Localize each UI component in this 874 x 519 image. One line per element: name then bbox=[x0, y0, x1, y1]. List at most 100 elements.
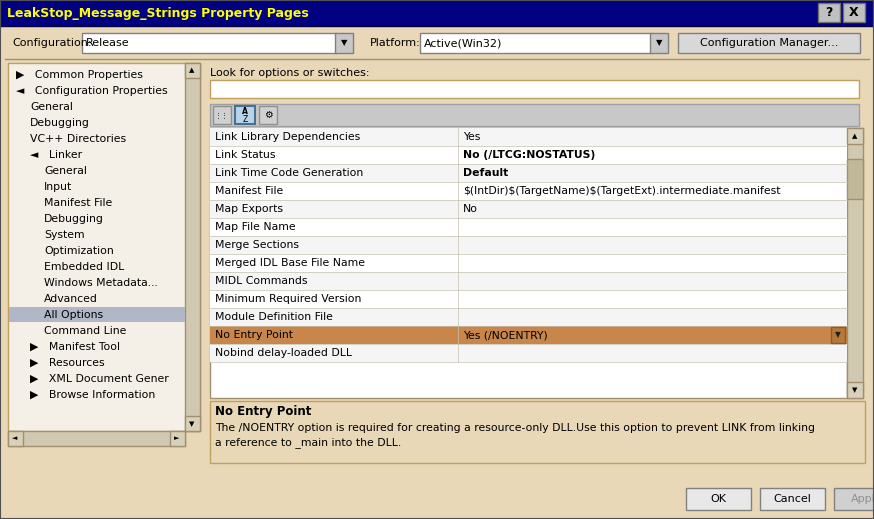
Text: Apply: Apply bbox=[850, 494, 874, 504]
Text: Active(Win32): Active(Win32) bbox=[424, 38, 503, 48]
Text: Map File Name: Map File Name bbox=[215, 222, 295, 232]
Text: The /NOENTRY option is required for creating a resource-only DLL.Use this option: The /NOENTRY option is required for crea… bbox=[215, 423, 815, 433]
Bar bbox=[760, 488, 825, 510]
Bar bbox=[259, 106, 277, 124]
Bar bbox=[235, 106, 255, 124]
Bar bbox=[210, 200, 847, 218]
Text: Advanced: Advanced bbox=[44, 294, 98, 304]
Text: General: General bbox=[44, 166, 87, 176]
Text: ►: ► bbox=[174, 435, 180, 441]
Bar bbox=[185, 63, 200, 78]
Bar bbox=[847, 159, 863, 199]
Text: Merge Sections: Merge Sections bbox=[215, 240, 299, 250]
Bar bbox=[847, 128, 863, 398]
Bar bbox=[847, 128, 863, 144]
Text: Windows Metadata...: Windows Metadata... bbox=[44, 278, 158, 288]
Text: Optimization: Optimization bbox=[44, 246, 114, 256]
Text: ▼: ▼ bbox=[835, 331, 841, 339]
Text: Look for options or switches:: Look for options or switches: bbox=[210, 68, 370, 78]
Text: ⚙: ⚙ bbox=[264, 110, 273, 120]
Text: Z: Z bbox=[242, 115, 247, 124]
Bar bbox=[170, 431, 185, 446]
Bar bbox=[210, 104, 859, 126]
Text: ▶   Common Properties: ▶ Common Properties bbox=[16, 70, 142, 80]
Bar bbox=[9, 307, 185, 322]
Text: Minimum Required Version: Minimum Required Version bbox=[215, 294, 361, 304]
Text: ◄   Configuration Properties: ◄ Configuration Properties bbox=[16, 86, 168, 96]
Bar bbox=[210, 218, 847, 236]
Bar bbox=[210, 128, 847, 398]
Bar bbox=[185, 63, 200, 431]
Text: Debugging: Debugging bbox=[30, 118, 90, 128]
Text: No: No bbox=[463, 204, 478, 214]
Text: Manifest File: Manifest File bbox=[215, 186, 283, 196]
Text: X: X bbox=[850, 6, 859, 19]
Text: ▶   Resources: ▶ Resources bbox=[30, 358, 105, 368]
Bar bbox=[210, 236, 847, 254]
Bar bbox=[210, 290, 847, 308]
Text: ⋮⋮: ⋮⋮ bbox=[215, 112, 229, 118]
Text: Embedded IDL: Embedded IDL bbox=[44, 262, 124, 272]
Text: a reference to _main into the DLL.: a reference to _main into the DLL. bbox=[215, 438, 401, 448]
Text: All Options: All Options bbox=[44, 310, 103, 320]
Text: Nobind delay-loaded DLL: Nobind delay-loaded DLL bbox=[215, 348, 352, 358]
Text: Configuration:: Configuration: bbox=[12, 38, 92, 48]
Bar bbox=[210, 146, 847, 164]
Text: ▶   Browse Information: ▶ Browse Information bbox=[30, 390, 156, 400]
Text: Merged IDL Base File Name: Merged IDL Base File Name bbox=[215, 258, 365, 268]
Text: Manifest File: Manifest File bbox=[44, 198, 112, 208]
Text: ?: ? bbox=[825, 6, 833, 19]
Text: System: System bbox=[44, 230, 85, 240]
Bar bbox=[420, 33, 652, 53]
Bar bbox=[335, 33, 353, 53]
Bar bbox=[0, 0, 874, 26]
Text: VC++ Directories: VC++ Directories bbox=[30, 134, 126, 144]
Text: Configuration Manager...: Configuration Manager... bbox=[700, 38, 838, 48]
Text: A: A bbox=[242, 107, 248, 116]
Text: Command Line: Command Line bbox=[44, 326, 127, 336]
Text: No Entry Point: No Entry Point bbox=[215, 404, 311, 417]
Bar bbox=[213, 106, 231, 124]
Text: ◄   Linker: ◄ Linker bbox=[30, 150, 82, 160]
Text: Release: Release bbox=[86, 38, 129, 48]
Text: Link Status: Link Status bbox=[215, 150, 275, 160]
Bar bbox=[210, 308, 847, 326]
Text: ▶   Manifest Tool: ▶ Manifest Tool bbox=[30, 342, 120, 352]
Bar bbox=[210, 80, 859, 98]
Text: Map Exports: Map Exports bbox=[215, 204, 283, 214]
Bar bbox=[210, 272, 847, 290]
Bar bbox=[8, 63, 200, 431]
Bar bbox=[82, 33, 337, 53]
Text: Platform:: Platform: bbox=[370, 38, 420, 48]
Text: Yes (/NOENTRY): Yes (/NOENTRY) bbox=[463, 330, 548, 340]
Bar bbox=[831, 327, 845, 343]
Text: No Entry Point: No Entry Point bbox=[215, 330, 293, 340]
Text: ▼: ▼ bbox=[656, 38, 662, 48]
Bar bbox=[210, 128, 847, 146]
Bar bbox=[210, 254, 847, 272]
Text: No (/LTCG:NOSTATUS): No (/LTCG:NOSTATUS) bbox=[463, 150, 595, 160]
Text: $(IntDir)$(TargetName)$(TargetExt).intermediate.manifest: $(IntDir)$(TargetName)$(TargetExt).inter… bbox=[463, 186, 780, 196]
Text: Input: Input bbox=[44, 182, 73, 192]
Bar bbox=[843, 3, 865, 22]
Text: OK: OK bbox=[711, 494, 726, 504]
Text: ▼: ▼ bbox=[852, 387, 857, 393]
Bar bbox=[818, 3, 840, 22]
Text: LeakStop_Message_Strings Property Pages: LeakStop_Message_Strings Property Pages bbox=[7, 7, 309, 20]
Bar bbox=[834, 488, 874, 510]
Bar bbox=[210, 344, 847, 362]
Text: Module Definition File: Module Definition File bbox=[215, 312, 333, 322]
Bar bbox=[210, 326, 847, 344]
Text: Link Time Code Generation: Link Time Code Generation bbox=[215, 168, 364, 178]
Bar bbox=[210, 182, 847, 200]
Bar bbox=[686, 488, 751, 510]
Bar bbox=[210, 164, 847, 182]
Text: MIDL Commands: MIDL Commands bbox=[215, 276, 308, 286]
Bar bbox=[678, 33, 860, 53]
Text: Default: Default bbox=[463, 168, 509, 178]
Bar bbox=[847, 382, 863, 398]
Text: ◄: ◄ bbox=[12, 435, 17, 441]
Bar bbox=[8, 431, 185, 446]
Text: ▼: ▼ bbox=[341, 38, 347, 48]
Text: Link Library Dependencies: Link Library Dependencies bbox=[215, 132, 360, 142]
